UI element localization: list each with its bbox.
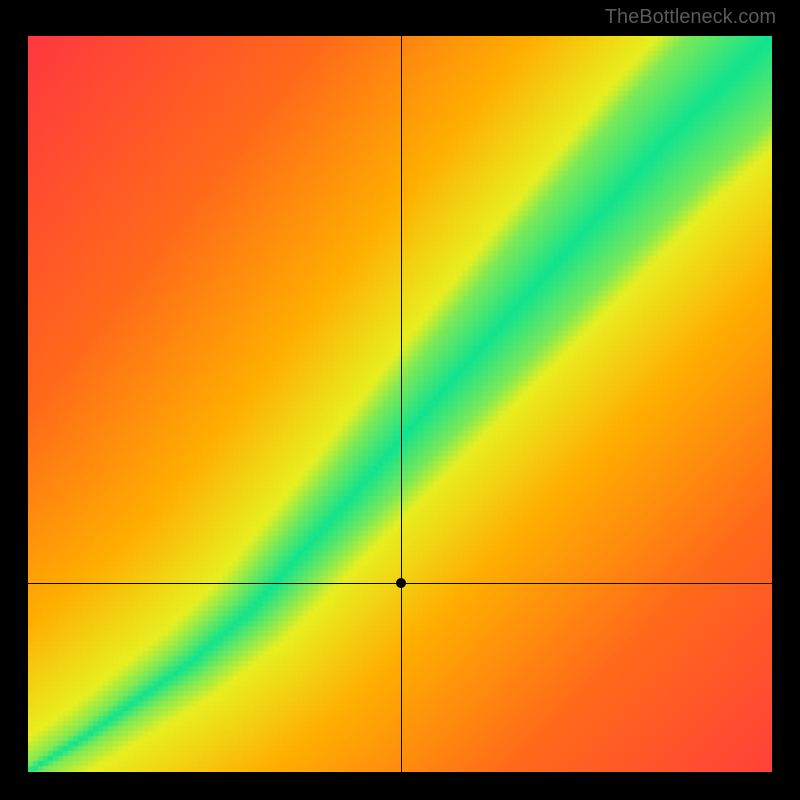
data-point-marker: [396, 578, 406, 588]
heatmap-plot: [28, 36, 772, 772]
heatmap-canvas: [28, 36, 772, 772]
crosshair-vertical: [401, 36, 402, 772]
watermark: TheBottleneck.com: [605, 6, 776, 29]
